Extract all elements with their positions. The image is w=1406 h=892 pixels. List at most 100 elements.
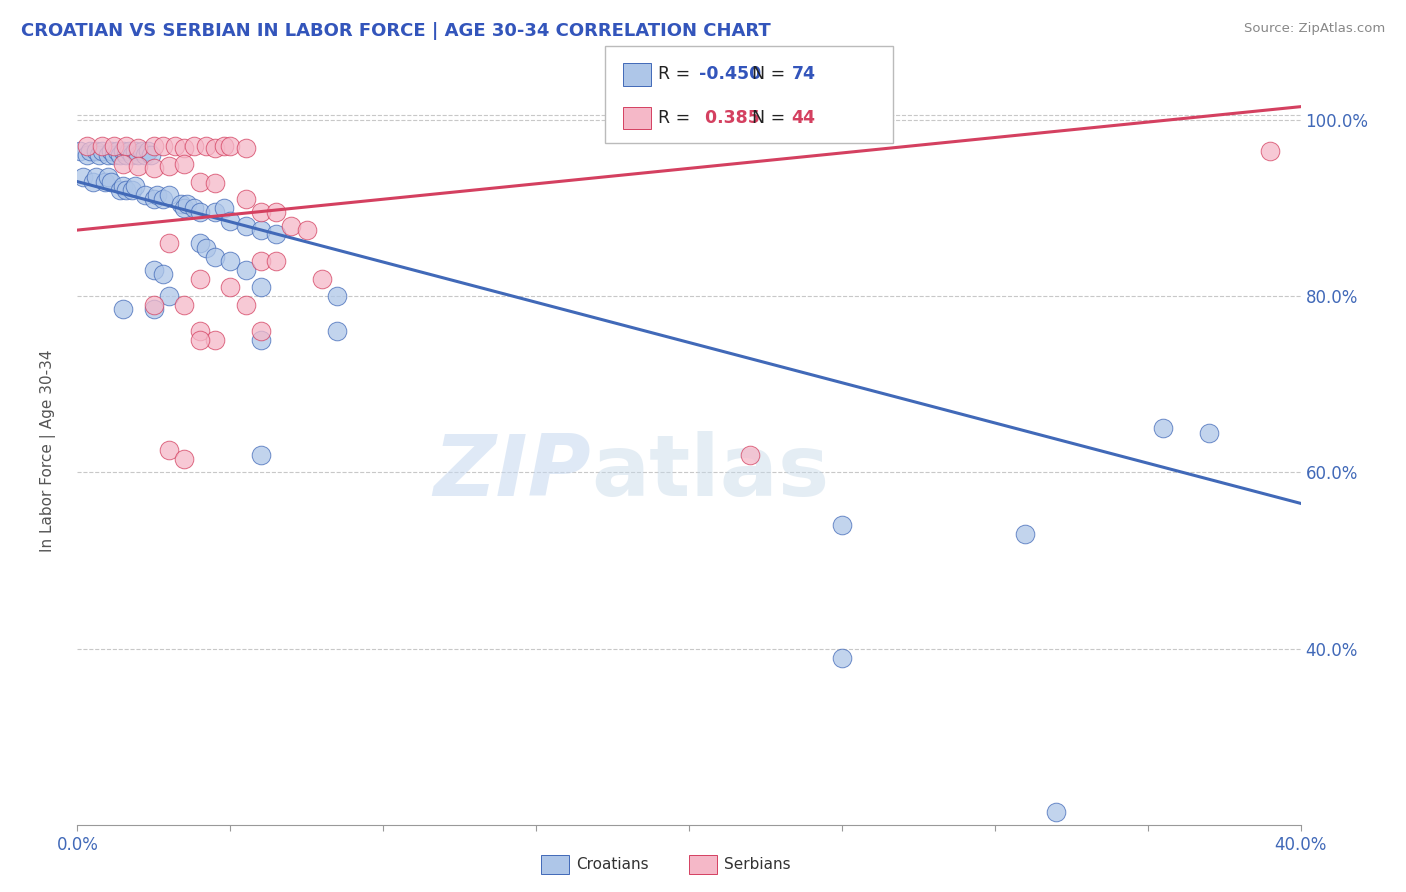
Point (84, 170, 107, 185)
Point (112, 144, 135, 158)
Point (250, 280, 273, 294)
Point (250, 325, 273, 339)
Point (280, 219, 302, 233)
Point (84, 144, 107, 158)
Point (90, 139, 112, 153)
Point (115, 183, 138, 197)
Point (173, 141, 195, 155)
Point (108, 148, 131, 162)
Point (264, 254, 287, 268)
Point (124, 179, 146, 194)
Point (100, 144, 122, 158)
Point (90, 144, 112, 158)
Point (124, 144, 146, 158)
Point (79, 144, 101, 158)
Point (131, 144, 153, 158)
Point (326, 289, 349, 303)
Point (142, 298, 165, 312)
Point (219, 214, 242, 228)
Text: 44: 44 (792, 109, 815, 127)
Point (204, 205, 226, 219)
Text: 74: 74 (792, 65, 815, 83)
Point (1014, 527, 1036, 541)
Point (250, 205, 273, 219)
Text: CROATIAN VS SERBIAN IN LABOR FORCE | AGE 30-34 CORRELATION CHART: CROATIAN VS SERBIAN IN LABOR FORCE | AGE… (21, 22, 770, 40)
Point (173, 157, 195, 171)
Point (831, 518, 853, 533)
Point (121, 148, 143, 162)
Point (121, 183, 143, 197)
Point (183, 201, 205, 215)
Point (87, 148, 110, 162)
Text: Croatians: Croatians (576, 857, 650, 871)
Point (183, 139, 205, 153)
Point (157, 443, 180, 458)
Point (72, 170, 94, 185)
Point (235, 192, 257, 206)
Point (134, 187, 156, 202)
Point (188, 205, 211, 219)
Point (235, 298, 257, 312)
Point (97, 148, 120, 162)
Point (152, 192, 174, 206)
Point (118, 144, 141, 158)
Point (76, 139, 98, 153)
Point (127, 148, 149, 162)
Point (204, 177, 226, 191)
Text: R =: R = (658, 109, 696, 127)
Point (94, 175, 117, 189)
Text: 0.385: 0.385 (699, 109, 759, 127)
Point (127, 141, 149, 155)
Point (170, 196, 193, 211)
Point (157, 236, 180, 251)
Point (108, 183, 131, 197)
Point (194, 241, 217, 255)
Point (173, 201, 195, 215)
Point (142, 302, 165, 317)
Text: Serbians: Serbians (724, 857, 790, 871)
Point (250, 448, 273, 462)
Point (97, 170, 120, 185)
Text: Source: ZipAtlas.com: Source: ZipAtlas.com (1244, 22, 1385, 36)
Point (311, 271, 333, 285)
Point (204, 141, 226, 155)
Point (264, 227, 287, 242)
Point (1258, 144, 1281, 158)
Point (142, 192, 165, 206)
Point (136, 144, 159, 158)
Point (76, 148, 98, 162)
Point (212, 139, 235, 153)
Point (152, 267, 174, 281)
Point (212, 201, 235, 215)
Text: ZIP: ZIP (433, 432, 591, 515)
Point (188, 325, 211, 339)
Point (176, 196, 198, 211)
Point (831, 650, 853, 665)
Text: R =: R = (658, 65, 696, 83)
Point (1152, 421, 1174, 435)
Point (250, 333, 273, 347)
Point (103, 139, 125, 153)
Point (157, 187, 180, 202)
Point (112, 302, 135, 317)
Point (127, 159, 149, 173)
Point (115, 139, 138, 153)
Point (740, 448, 762, 462)
Point (82, 175, 104, 189)
Text: N =: N = (752, 65, 792, 83)
Text: -0.450: -0.450 (699, 65, 761, 83)
Point (295, 223, 318, 237)
Point (165, 139, 187, 153)
Point (142, 262, 165, 277)
Point (142, 161, 165, 176)
Point (264, 205, 287, 219)
Point (157, 289, 180, 303)
Point (69, 144, 91, 158)
Point (173, 452, 195, 467)
Point (115, 148, 138, 162)
Point (1045, 805, 1067, 819)
Point (235, 219, 257, 233)
Point (194, 139, 217, 153)
Point (188, 175, 211, 189)
Point (146, 187, 169, 202)
